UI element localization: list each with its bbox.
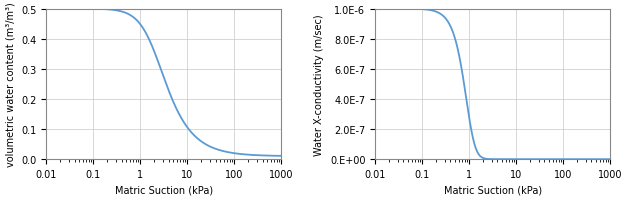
X-axis label: Matric Suction (kPa): Matric Suction (kPa) — [443, 185, 542, 194]
Y-axis label: volumetric water content (m³/m³): volumetric water content (m³/m³) — [6, 2, 16, 166]
Y-axis label: Water X-conductivity (m/sec): Water X-conductivity (m/sec) — [315, 14, 324, 155]
X-axis label: Matric Suction (kPa): Matric Suction (kPa) — [115, 185, 213, 194]
